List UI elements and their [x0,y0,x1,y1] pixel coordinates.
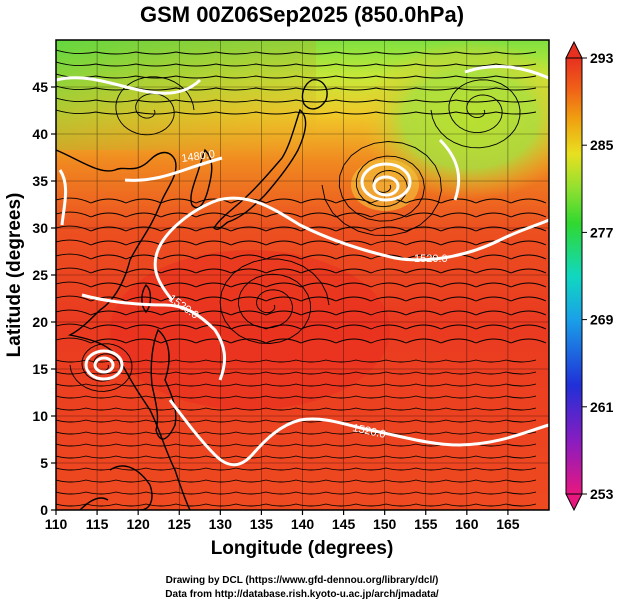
korea-coastline [190,148,213,209]
streamline [56,479,537,483]
asia-coastline [56,149,191,510]
streamline [56,197,547,204]
streamline [56,395,537,399]
x-tick-label: 125 [168,516,192,532]
colorbar-top-arrow [565,40,583,59]
streamline [56,467,537,471]
streamlines [56,49,547,507]
taiwan-coastline [141,283,152,314]
colorbar-tick-label: 285 [590,137,614,153]
chart-title: GSM 00Z06Sep2025 (850.0hPa) [140,2,464,27]
x-axis-label: Longitude (degrees) [211,538,394,559]
x-tick-label: 130 [209,516,233,532]
contour-label-1520-east: 1520.0 [414,253,448,265]
y-tick-label: 20 [32,314,48,330]
height-contours [56,64,549,467]
streamline [56,109,537,115]
streamline [56,97,537,103]
cool-region-northwest [56,40,316,150]
streamline [56,323,547,330]
contour-1520-west [81,293,227,381]
colorbar-tick-label: 261 [590,399,614,415]
x-tick-label: 150 [373,516,397,532]
credit-line-2: Data from http://database.rish.kyoto-u.a… [165,589,439,600]
streamline [56,49,537,55]
x-tick-label: 140 [291,516,315,532]
y-axis-label: Latitude (degrees) [4,193,25,358]
y-axis-ticks: 0 5 10 15 20 25 30 35 40 45 [32,79,56,518]
y-tick-label: 30 [32,220,48,236]
x-tick-label: 145 [332,516,356,532]
colorbar-bar [565,57,583,495]
contour-1480-west [58,169,68,226]
streamline [430,79,521,149]
y-tick-label: 35 [32,173,48,189]
streamline [56,455,537,459]
streamline [56,239,547,246]
x-tick-label: 120 [126,516,150,532]
streamline [56,295,547,302]
contour-1520-main [153,196,549,301]
cool-region-northeast [360,40,549,200]
streamline [56,431,537,435]
warm-core-south [110,250,390,410]
streamline [56,359,537,363]
streamline [56,267,547,274]
streamline [56,337,547,344]
streamline [56,61,537,67]
colorbar-ticks: 293 285 277 269 261 253 [582,50,614,502]
x-tick-label: 155 [414,516,438,532]
streamline [56,309,547,316]
colorbar-tick-label: 253 [590,486,614,502]
borneo-coastline [79,465,153,510]
x-tick-label: 135 [250,516,274,532]
plot-area: 1480.0 1520.0 1520.0 1520.0 [56,40,549,510]
streamline [56,211,547,218]
streamline [56,253,547,260]
streamline [56,371,537,375]
streamline [56,281,547,288]
y-tick-label: 40 [32,126,48,142]
contour-1480-east [438,64,549,201]
hokkaido-coastline [301,79,328,110]
colorbar: 293 285 277 269 261 253 [565,40,614,512]
x-tick-label: 110 [45,516,68,532]
streamline [56,383,537,387]
contour-1480-north [56,76,202,95]
y-tick-label: 25 [32,267,48,283]
y-tick-label: 5 [40,455,48,471]
colorbar-tick-label: 269 [590,312,614,328]
y-tick-label: 15 [32,361,48,377]
low-center-contour-inner [372,175,400,197]
streamline [56,491,537,495]
streamline [56,503,537,507]
x-tick-label: 160 [455,516,479,532]
colorbar-tick-label: 277 [590,224,614,240]
x-tick-label: 115 [86,516,109,532]
coastlines [56,79,328,510]
streamline [115,76,195,136]
colorbar-tick-label: 293 [590,50,614,66]
philippines-coastline [150,328,177,440]
streamline [56,73,537,79]
contour-1480 [124,156,223,182]
streamline [321,141,442,236]
colorbar-bottom-arrow [565,493,583,512]
contour-label-1480: 1480.0 [181,148,216,165]
contour-1520-south [168,399,549,467]
x-tick-label: 165 [496,516,520,532]
typhoon-contour-outer [84,349,124,381]
typhoon-contour-inner [93,356,115,374]
low-center-contour-outer [360,162,412,202]
y-tick-label: 0 [40,502,48,518]
y-tick-label: 45 [32,79,48,95]
credit-line-1: Drawing by DCL (https://www.gfd-dennou.o… [166,575,439,586]
x-axis-ticks: 110 115 120 125 130 135 140 145 150 155 160 165 [45,510,520,532]
streamline [56,407,537,411]
y-tick-label: 10 [32,408,48,424]
